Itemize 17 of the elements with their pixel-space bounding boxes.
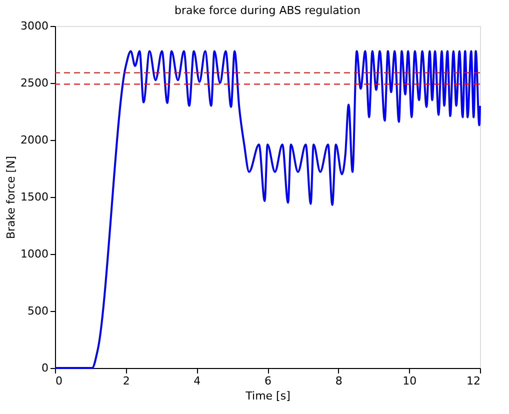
y-tick-label: 1500 [20, 190, 48, 204]
x-tick-label: 8 [335, 374, 342, 388]
y-tick-label: 3000 [20, 20, 48, 32]
x-tick-label: 0 [56, 374, 62, 388]
x-tick-label: 6 [264, 374, 272, 388]
x-tick-label: 2 [122, 374, 130, 388]
x-tick-label: 4 [194, 374, 201, 388]
x-tick-label: 10 [402, 374, 417, 388]
y-tick-label: 2000 [20, 134, 48, 146]
y-tick-label: 500 [28, 304, 48, 318]
chart-title: brake force during ABS regulation [174, 4, 360, 17]
y-tick-label: 2500 [20, 76, 48, 90]
y-axis-title: Brake force [N] [4, 156, 18, 240]
y-tick-label: 0 [42, 362, 48, 374]
x-tick-label: 12 [466, 374, 480, 388]
x-axis-title: Time [s] [244, 390, 290, 402]
y-tick-label: 1000 [20, 248, 48, 260]
